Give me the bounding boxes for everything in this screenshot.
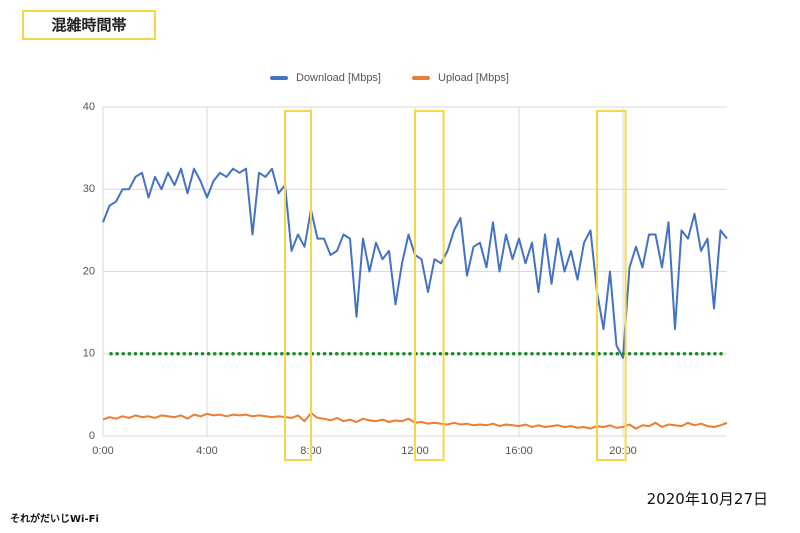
header-title: 混雑時間帯	[22, 10, 156, 40]
x-tick-label: 0:00	[92, 445, 113, 457]
logo: それがだいじWi-Fi	[10, 514, 99, 525]
y-tick-label: 10	[83, 348, 95, 360]
legend-label: Upload [Mbps]	[438, 72, 509, 84]
y-tick-label: 0	[89, 430, 95, 442]
y-tick-label: 30	[83, 183, 95, 195]
x-tick-label: 4:00	[196, 445, 217, 457]
highlight-box	[414, 110, 445, 461]
legend-label: Download [Mbps]	[296, 72, 381, 84]
highlight-box	[284, 110, 312, 461]
x-tick-label: 16:00	[505, 445, 533, 457]
y-tick-label: 40	[83, 101, 95, 113]
date-label: 2020年10月27日	[646, 490, 768, 508]
highlight-box	[596, 110, 627, 461]
y-tick-label: 20	[83, 265, 95, 277]
x-tick-label: 20:00	[609, 445, 637, 457]
